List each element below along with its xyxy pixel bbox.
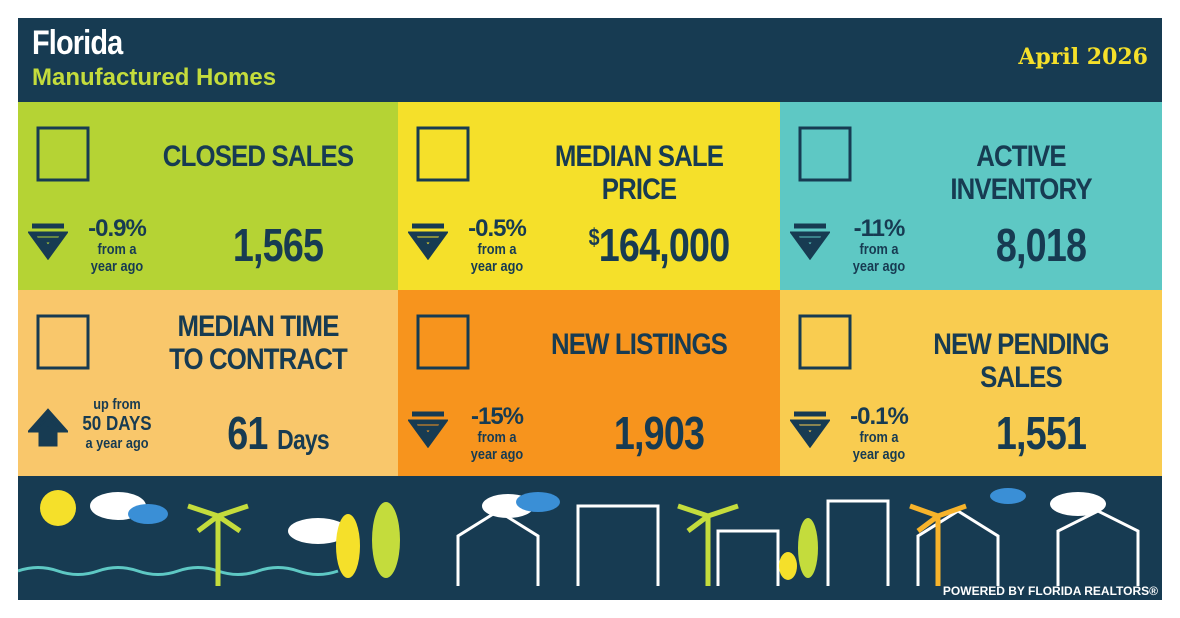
arrow bbox=[408, 411, 448, 448]
metric-tile: MEDIAN TIME TO CONTRACT up from 50 DAYS a ye… bbox=[18, 290, 398, 476]
value: 164,000 bbox=[598, 219, 730, 271]
tile-icon bbox=[798, 314, 852, 370]
change-value: -11% bbox=[853, 215, 906, 242]
arrow bbox=[790, 223, 830, 260]
buildings bbox=[18, 499, 1140, 586]
metric-value: 1,551 bbox=[950, 406, 1132, 460]
scene bbox=[18, 488, 1140, 586]
icon-shape bbox=[416, 126, 470, 182]
title-line: NEW PENDING SALES bbox=[933, 328, 1109, 394]
change-note: year ago bbox=[852, 258, 906, 275]
clouds-blue bbox=[128, 488, 1026, 524]
arrow bbox=[28, 408, 68, 447]
change-note: year ago bbox=[90, 258, 144, 275]
change: -11% from a year ago bbox=[834, 216, 924, 275]
value: 8,018 bbox=[995, 219, 1087, 271]
arrow bbox=[408, 223, 448, 260]
arrow-icon bbox=[408, 223, 448, 260]
value: 1,903 bbox=[613, 407, 705, 459]
tile-title: MEDIAN SALE PRICE bbox=[526, 140, 751, 206]
clouds bbox=[90, 492, 1106, 544]
metric-tile: CLOSED SALES -0.9% from a year ago 1,565 bbox=[18, 102, 398, 290]
trees bbox=[187, 502, 967, 586]
change-value: -0.5% bbox=[468, 215, 527, 242]
change: -15% from a year ago bbox=[452, 404, 542, 463]
arrow-icon bbox=[790, 223, 830, 260]
tile-title: ACTIVE INVENTORY bbox=[908, 140, 1133, 206]
icon-shape bbox=[416, 314, 470, 370]
value: 1,565 bbox=[232, 219, 324, 271]
change: -0.1% from a year ago bbox=[834, 404, 924, 463]
arrow bbox=[790, 411, 830, 448]
change: -0.5% from a year ago bbox=[452, 216, 542, 275]
tile-title: MEDIAN TIME TO CONTRACT bbox=[146, 310, 370, 376]
change-note: from a bbox=[859, 241, 899, 258]
change-value: -15% bbox=[470, 403, 524, 430]
value: 1,551 bbox=[995, 407, 1087, 459]
change-note: 50 DAYS bbox=[82, 413, 152, 435]
tile-icon bbox=[36, 126, 90, 182]
change-note: from a bbox=[477, 429, 517, 446]
title-line: MEDIAN SALE PRICE bbox=[554, 140, 724, 206]
change-note: from a bbox=[859, 429, 899, 446]
metric-tile: MEDIAN SALE PRICE -0.5% from a year ago $164… bbox=[398, 102, 780, 290]
metric-value: 8,018 bbox=[950, 218, 1132, 272]
currency: $ bbox=[588, 224, 600, 251]
title-line: MEDIAN TIME bbox=[177, 310, 339, 343]
change-note: year ago bbox=[470, 446, 524, 463]
metric-value: 1,903 bbox=[568, 406, 750, 460]
title-line: ACTIVE INVENTORY bbox=[950, 140, 1092, 206]
change-value: -0.9% bbox=[88, 215, 147, 242]
metric-tile: ACTIVE INVENTORY -11% from a year ago 8,018 bbox=[780, 102, 1162, 290]
change: up from 50 DAYS a year ago bbox=[72, 396, 162, 452]
date: April 2026 bbox=[1018, 44, 1148, 70]
tile-icon bbox=[416, 126, 470, 182]
metric-tile: NEW PENDING SALES -0.1% from a year ago 1,55… bbox=[780, 290, 1162, 476]
arrow-icon bbox=[408, 411, 448, 448]
metric-value: $164,000 bbox=[568, 218, 750, 272]
arrow-icon bbox=[28, 223, 68, 260]
change-note: from a bbox=[477, 241, 517, 258]
change-note: from a bbox=[97, 241, 137, 258]
change-note: year ago bbox=[852, 446, 906, 463]
change-note: year ago bbox=[470, 258, 524, 275]
arrow-icon bbox=[28, 408, 68, 447]
icon-shape bbox=[798, 314, 852, 370]
tile-icon bbox=[416, 314, 470, 370]
tile-icon bbox=[798, 126, 852, 182]
title: Florida bbox=[32, 24, 123, 62]
tile-title: NEW PENDING SALES bbox=[908, 328, 1133, 394]
subtitle: Manufactured Homes bbox=[32, 64, 277, 91]
change-value: -0.1% bbox=[850, 403, 909, 430]
footer: POWERED BY FLORIDA REALTORS® bbox=[942, 584, 1158, 598]
value: 61 bbox=[227, 407, 268, 459]
tile-icon bbox=[36, 314, 90, 370]
change-note: a year ago bbox=[85, 435, 149, 452]
icon-shape bbox=[36, 314, 90, 370]
title-line: TO CONTRACT bbox=[169, 343, 348, 376]
arrow-icon bbox=[790, 411, 830, 448]
icon-shape bbox=[36, 126, 90, 182]
change: -0.9% from a year ago bbox=[72, 216, 162, 275]
title-line: NEW LISTINGS bbox=[550, 328, 728, 361]
tile-title: NEW LISTINGS bbox=[526, 328, 751, 361]
sun bbox=[40, 490, 76, 526]
arrow bbox=[28, 223, 68, 260]
metric-value: 61 Days bbox=[188, 406, 368, 460]
tile-title: CLOSED SALES bbox=[146, 140, 370, 173]
change-note: up from bbox=[93, 396, 141, 413]
metric-tile: NEW LISTINGS -15% from a year ago 1,903 bbox=[398, 290, 780, 476]
unit: Days bbox=[277, 424, 329, 455]
metric-value: 1,565 bbox=[188, 218, 368, 272]
icon-shape bbox=[798, 126, 852, 182]
title-line: CLOSED SALES bbox=[162, 140, 354, 173]
